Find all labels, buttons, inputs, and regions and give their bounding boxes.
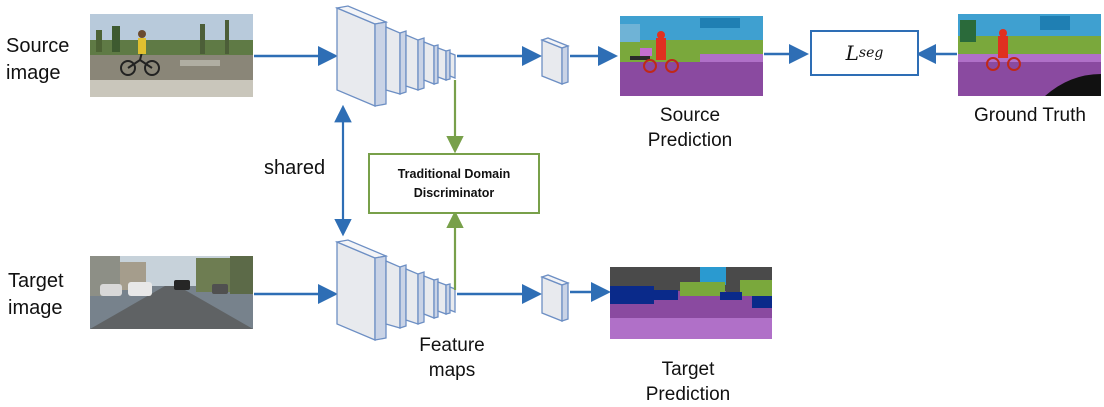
source-prediction-map: [620, 16, 763, 96]
discriminator-label-line1: Traditional Domain: [397, 166, 511, 181]
discriminator-label-line2: Discriminator: [413, 185, 495, 200]
target-image-label-line2: image: [8, 297, 63, 319]
feature-maps-label-line1: Feature: [419, 335, 485, 356]
target-image: [90, 256, 253, 329]
source-encoder: [334, 5, 456, 107]
shared-label: shared: [264, 157, 326, 179]
ground-truth-label: Ground Truth: [974, 105, 1086, 126]
loss-subscript: seg: [858, 45, 884, 61]
source-classifier-head: [540, 37, 570, 85]
target-image-label: Target image: [8, 268, 64, 322]
target-classifier-head: [540, 274, 570, 322]
source-image-label-line2: image: [6, 62, 61, 84]
ground-truth-map: [958, 14, 1101, 96]
feature-maps-label-line2: maps: [428, 360, 476, 381]
target-image-label-line1: Target: [8, 270, 64, 292]
loss-symbol: L: [845, 41, 859, 65]
target-prediction-label: Target Prediction: [628, 357, 748, 407]
source-prediction-label-line1: Source: [659, 105, 721, 126]
source-prediction-label: Source Prediction: [630, 103, 750, 153]
source-image-label: Source image: [6, 33, 69, 87]
feature-maps-label: Feature maps: [405, 333, 499, 383]
source-image-label-line1: Source: [6, 35, 70, 57]
target-prediction-label-line1: Target: [661, 359, 715, 380]
target-prediction-label-line2: Prediction: [645, 384, 731, 405]
source-image: [90, 14, 253, 97]
target-prediction-map: [610, 267, 772, 339]
target-encoder: [334, 239, 456, 341]
source-prediction-label-line2: Prediction: [647, 130, 733, 151]
domain-discriminator-box: Traditional Domain Discriminator: [368, 153, 540, 214]
